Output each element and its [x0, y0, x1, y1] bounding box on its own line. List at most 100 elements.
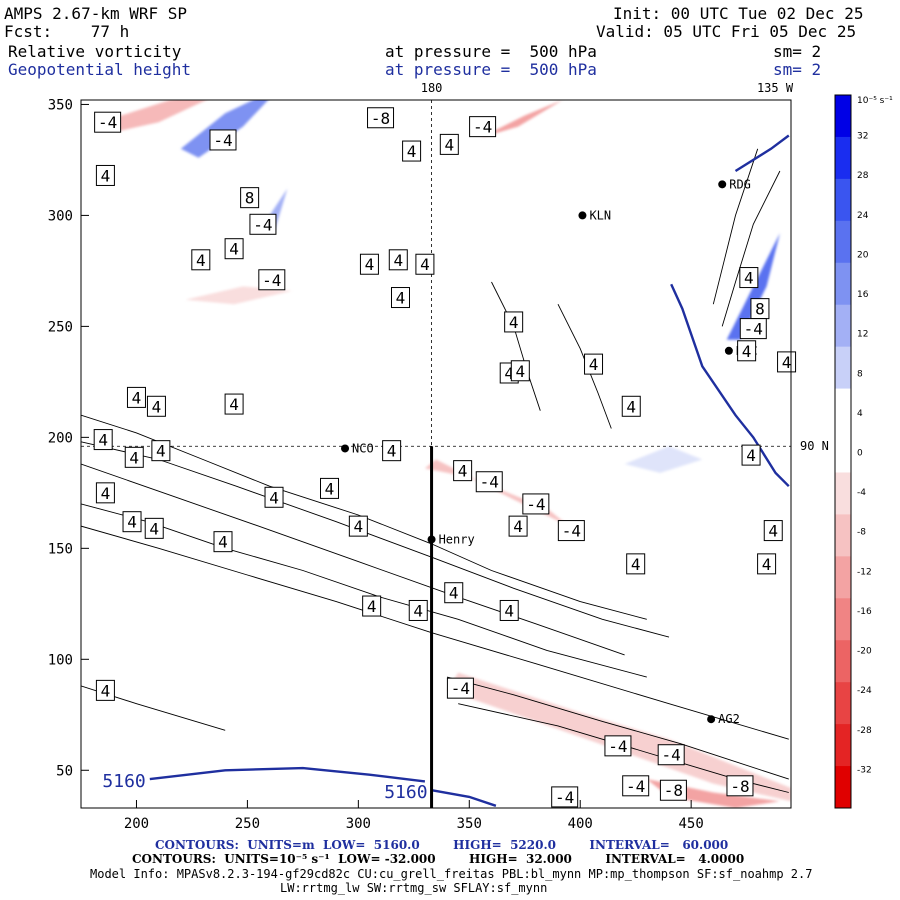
colorbar-level-7: 4 [857, 409, 863, 419]
colorbar-swatch-2 [835, 178, 851, 222]
contour-label-box-58 [659, 779, 687, 801]
contour-label-47: 4 [631, 555, 641, 574]
model-title: AMPS 2.67-km WRF SP [4, 4, 188, 23]
colorbar-level-16: -32 [857, 765, 872, 775]
colorbar-swatch-0 [835, 95, 851, 138]
colorbar-frame [834, 94, 852, 809]
contour-label-32: 4 [387, 442, 397, 461]
height-contour-2 [670, 283, 790, 488]
contour-label-box-50 [499, 599, 519, 621]
valid-time: Valid: 05 UTC Fri 05 Dec 25 [596, 22, 857, 41]
contour-label-28: 4 [229, 395, 239, 414]
colorbar-swatch-8 [835, 430, 851, 473]
vorticity-contour-1 [81, 441, 670, 638]
height-contour-3 [734, 134, 790, 173]
vorticity-shading-3 [424, 459, 570, 527]
contour-label-box-45 [144, 517, 164, 539]
contour-label-24: 4 [589, 355, 599, 374]
contour-label-box-8 [249, 213, 277, 235]
colorbar-level-12: -16 [857, 607, 872, 617]
station-label-kln: KLN [589, 208, 611, 222]
vorticity-shading-2 [480, 100, 563, 138]
field1-name: Relative vorticity [8, 42, 182, 61]
contour-label-27: 4 [152, 397, 162, 416]
footer-vorticity-contours: CONTOURS: UNITS=10⁻⁵ s⁻¹ LOW= -32.000 HI… [132, 852, 745, 866]
contour-label-52: 4 [367, 597, 377, 616]
contour-label-box-52 [362, 595, 382, 617]
contour-label-box-51 [408, 599, 428, 621]
station-marker-rdg [718, 180, 727, 189]
contour-label-54: 4 [101, 681, 111, 700]
vorticity-contour-2 [81, 463, 625, 656]
meridian-label-180: 180 [421, 81, 443, 95]
contour-label-box-59 [726, 775, 754, 797]
colorbar-level-3: 20 [857, 250, 869, 260]
y-tick-label-2: 150 [48, 541, 73, 557]
contour-label-41: -4 [562, 522, 581, 541]
contour-label-22: 4 [504, 364, 514, 383]
contour-label-box-2 [209, 129, 237, 151]
contour-label-box-24 [584, 353, 604, 375]
contour-label-44: 4 [127, 513, 137, 532]
field1-smoothing: sm= 2 [773, 42, 822, 61]
contour-label-60: -4 [555, 788, 574, 807]
contour-label-box-5 [95, 164, 115, 186]
colorbar-level-13: -20 [857, 647, 872, 657]
colorbar-level-10: -8 [857, 528, 866, 538]
contour-label-box-43 [763, 520, 783, 542]
contour-label-box-41 [557, 520, 585, 542]
contour-label-box-11 [258, 269, 286, 291]
station-marker-henry [427, 535, 436, 544]
contour-label-box-12 [359, 253, 379, 275]
contour-label-20: 4 [782, 353, 792, 372]
colorbar-swatch-16 [835, 766, 851, 809]
contour-label-55: -4 [608, 737, 627, 756]
vorticity-shading-8 [185, 286, 292, 305]
contour-label-box-36 [264, 486, 284, 508]
plot-frame [80, 99, 792, 809]
colorbar-units: 10⁻⁵ s⁻¹ [857, 96, 893, 106]
contour-label-40: 4 [513, 517, 523, 536]
contour-label-box-53 [446, 677, 474, 699]
station-label-nco: NCO [352, 441, 374, 455]
contour-label-6: -4 [473, 118, 492, 137]
contour-label-box-47 [626, 553, 646, 575]
contour-label-box-4 [439, 133, 459, 155]
x-tick-label-3: 350 [457, 816, 482, 832]
contour-label-4: 4 [444, 135, 454, 154]
contour-label-box-28 [224, 393, 244, 415]
x-tick-label-2: 300 [346, 816, 371, 832]
contour-label-29: 4 [98, 431, 108, 450]
colorbar-swatch-12 [835, 598, 851, 641]
contour-label-58: -8 [664, 781, 683, 800]
contour-label-0: -4 [98, 113, 117, 132]
contour-label-50: 4 [504, 601, 514, 620]
contour-label-1: -8 [371, 109, 390, 128]
colorbar-swatch-11 [835, 556, 851, 599]
contour-label-7: 8 [245, 189, 255, 208]
x-tick-label-4: 400 [568, 816, 593, 832]
contour-label-box-57 [622, 775, 650, 797]
vorticity-shading-1 [180, 100, 269, 158]
contour-label-box-3 [402, 140, 422, 162]
station-marker-ag2 [707, 715, 716, 724]
x-tick-label-0: 200 [124, 816, 149, 832]
contour-label-box-27 [146, 395, 166, 417]
field2-name: Geopotential height [8, 60, 192, 79]
contour-label-18: -4 [744, 320, 763, 339]
x-tick-label-5: 450 [679, 816, 704, 832]
footer-model-info: Model Info: MPASv8.2.3-194-gf29cd82c CU:… [90, 867, 813, 881]
vorticity-contour-8 [712, 148, 759, 305]
contour-label-box-56 [657, 744, 685, 766]
vorticity-contour-9 [721, 170, 781, 327]
contour-label-box-19 [737, 340, 757, 362]
y-tick-label-5: 300 [48, 208, 73, 224]
contour-label-box-38 [348, 515, 368, 537]
colorbar-swatch-1 [835, 136, 851, 180]
contour-label-30: 4 [129, 448, 139, 467]
contour-label-3: 4 [407, 142, 417, 161]
contour-label-box-30 [124, 446, 144, 468]
contour-label-box-49 [444, 582, 464, 604]
height-contour-0 [149, 766, 426, 783]
